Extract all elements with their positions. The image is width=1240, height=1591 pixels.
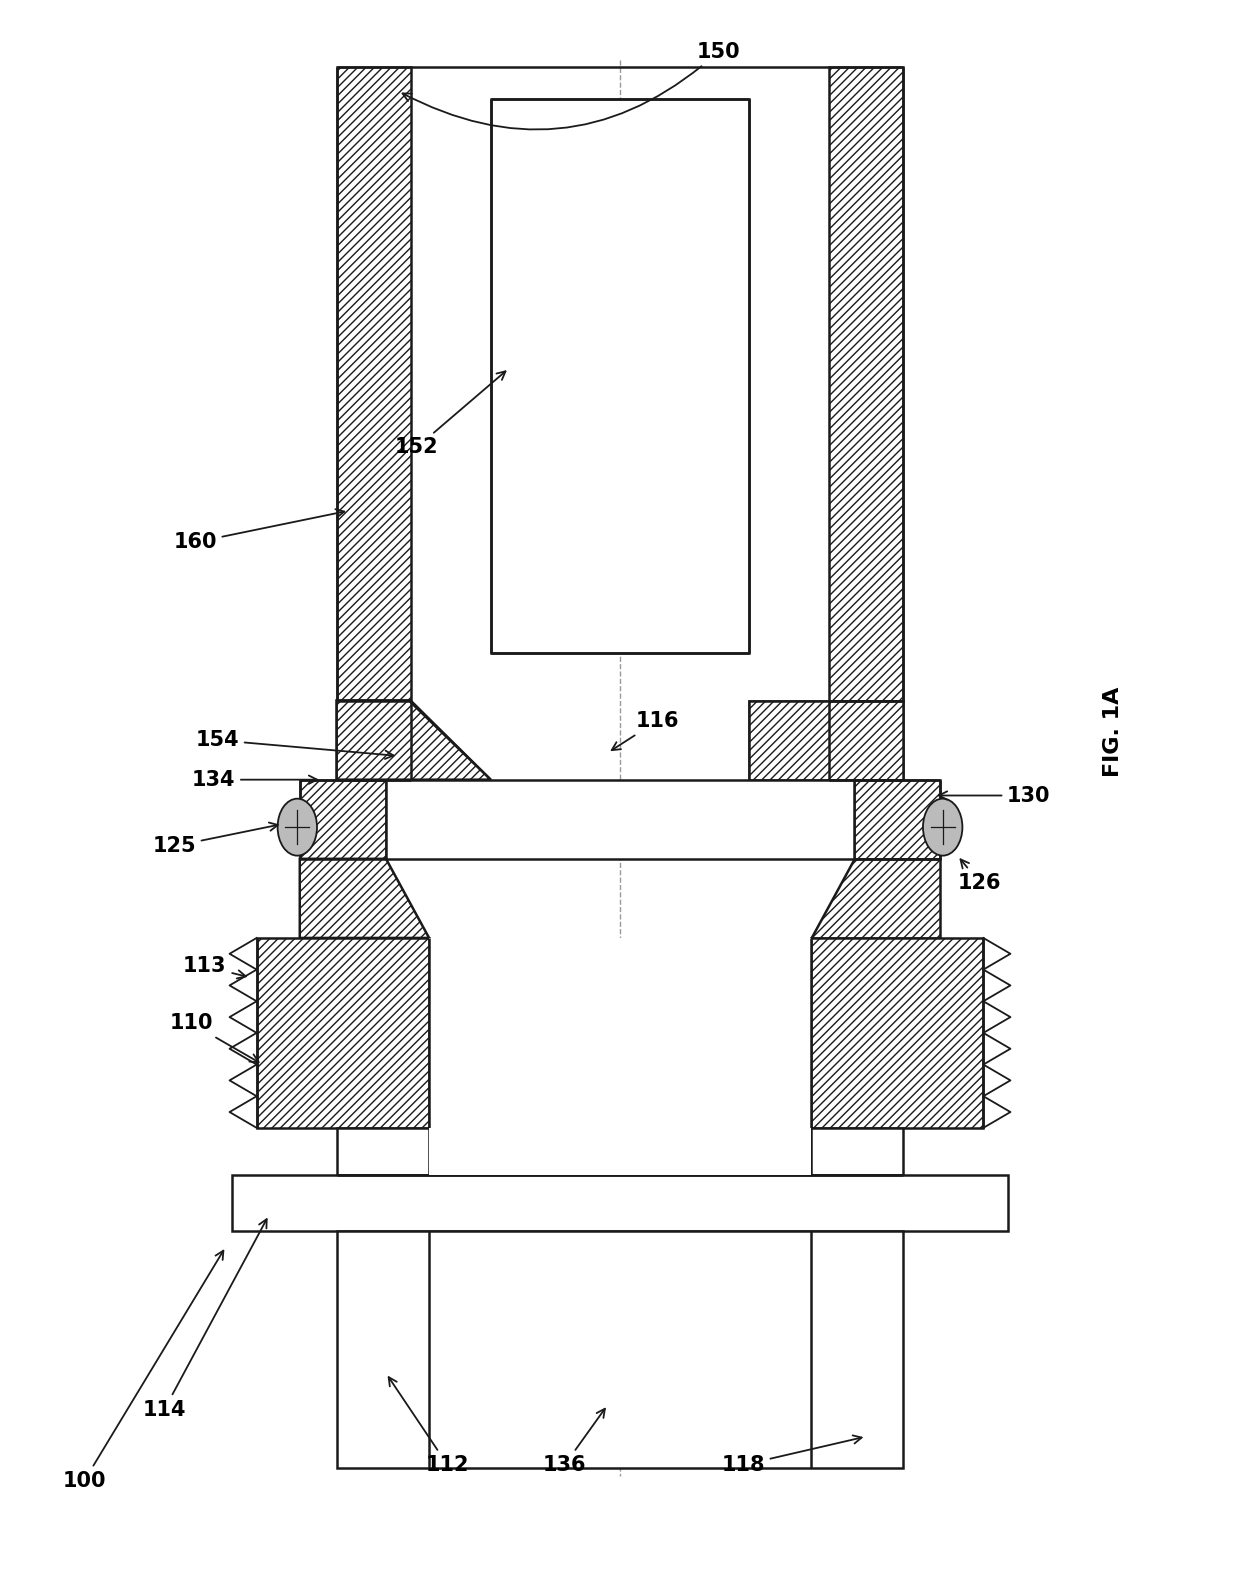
Bar bbox=[300, 780, 386, 859]
Text: 126: 126 bbox=[957, 859, 1002, 893]
Bar bbox=[257, 939, 429, 1128]
Text: 136: 136 bbox=[543, 1408, 605, 1475]
Ellipse shape bbox=[923, 799, 962, 856]
Bar bbox=[337, 1128, 903, 1176]
Polygon shape bbox=[300, 859, 429, 939]
Bar bbox=[811, 939, 983, 1128]
Ellipse shape bbox=[278, 799, 317, 856]
Bar bbox=[429, 939, 811, 1128]
Text: 113: 113 bbox=[184, 956, 246, 978]
Text: 125: 125 bbox=[153, 823, 278, 856]
Text: 110: 110 bbox=[170, 1013, 259, 1063]
Text: 112: 112 bbox=[388, 1378, 469, 1475]
Text: 150: 150 bbox=[403, 41, 740, 129]
Text: 134: 134 bbox=[192, 770, 317, 789]
Bar bbox=[337, 1231, 903, 1468]
Text: 130: 130 bbox=[939, 786, 1050, 805]
Bar bbox=[491, 99, 749, 652]
Text: 154: 154 bbox=[196, 730, 393, 759]
Bar bbox=[854, 780, 940, 859]
Text: 160: 160 bbox=[174, 509, 345, 552]
Text: 118: 118 bbox=[722, 1435, 862, 1475]
Polygon shape bbox=[337, 700, 491, 780]
Polygon shape bbox=[337, 700, 491, 780]
Text: FIG. 1A: FIG. 1A bbox=[1102, 687, 1122, 778]
Text: 152: 152 bbox=[396, 371, 506, 457]
Polygon shape bbox=[811, 859, 940, 939]
Bar bbox=[830, 67, 903, 700]
Bar bbox=[337, 67, 410, 700]
Polygon shape bbox=[749, 700, 903, 780]
Bar bbox=[429, 1128, 811, 1176]
Polygon shape bbox=[749, 700, 903, 780]
Text: 114: 114 bbox=[143, 1219, 267, 1419]
Text: 116: 116 bbox=[611, 711, 678, 751]
Bar bbox=[386, 780, 854, 859]
Bar bbox=[232, 1176, 1008, 1231]
Text: 100: 100 bbox=[62, 1251, 223, 1491]
